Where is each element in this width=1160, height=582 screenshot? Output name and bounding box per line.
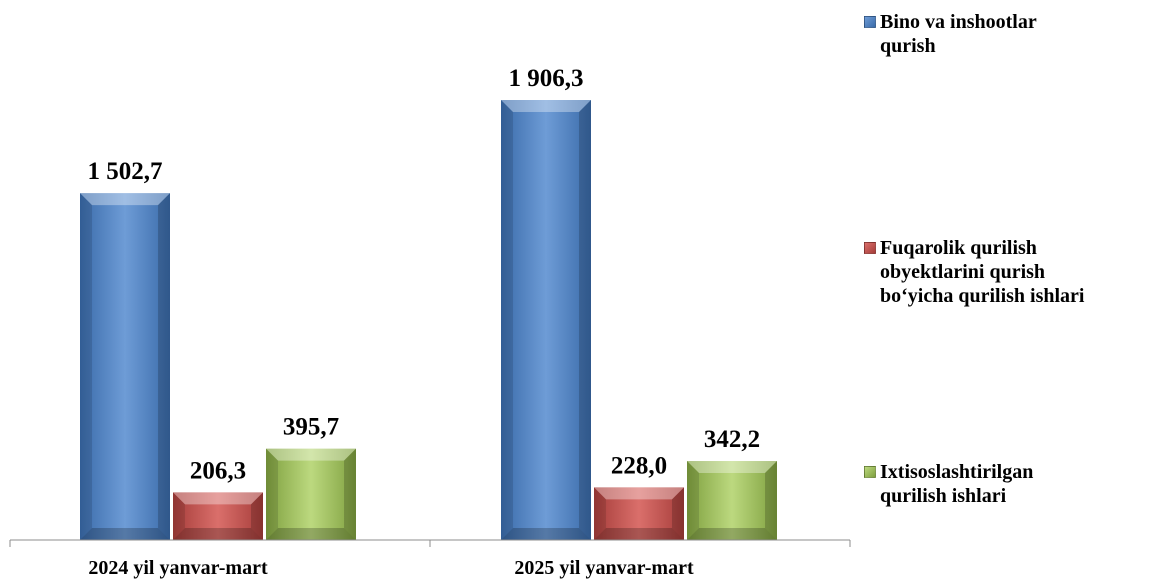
legend-item-fuqarolik: Fuqarolik qurilish obyektlarini qurish b… bbox=[864, 236, 1085, 308]
legend-swatch-blue bbox=[864, 16, 876, 28]
data-label: 206,3 bbox=[190, 457, 246, 484]
legend: Bino va inshootlar qurish Fuqarolik quri… bbox=[864, 0, 1160, 582]
data-label: 342,2 bbox=[704, 426, 760, 453]
legend-label: Fuqarolik qurilish obyektlarini qurish b… bbox=[880, 237, 1085, 307]
bar-fuqarolik-1 bbox=[173, 492, 263, 540]
data-label: 395,7 bbox=[283, 414, 339, 441]
x-tick-label: 2025 yil yanvar-mart bbox=[514, 557, 694, 579]
bar-bino-2 bbox=[501, 100, 591, 540]
legend-swatch-green bbox=[864, 466, 876, 478]
data-label: 1 502,7 bbox=[88, 158, 163, 185]
bar-chart: 1 502,7 206,3 395,7 2024 yil yanvar-mart 1 9… bbox=[9, 65, 851, 579]
legend-item-bino: Bino va inshootlar qurish bbox=[864, 10, 1037, 58]
bar-fuqarolik-2 bbox=[594, 487, 684, 540]
data-label: 1 906,3 bbox=[509, 65, 584, 92]
legend-swatch-red bbox=[864, 242, 876, 254]
bar-ixtisoslashtirilgan-1 bbox=[266, 448, 356, 540]
x-tick-label: 2024 yil yanvar-mart bbox=[88, 557, 268, 579]
bar-ixtisoslashtirilgan-2 bbox=[687, 461, 777, 540]
legend-label: Ixtisoslashtirilgan qurilish ishlari bbox=[880, 461, 1034, 507]
data-label: 228,0 bbox=[611, 452, 667, 479]
legend-label: Bino va inshootlar qurish bbox=[880, 11, 1037, 57]
bar-bino-1 bbox=[80, 193, 170, 540]
legend-item-ixtisoslashtirilgan: Ixtisoslashtirilgan qurilish ishlari bbox=[864, 460, 1033, 508]
